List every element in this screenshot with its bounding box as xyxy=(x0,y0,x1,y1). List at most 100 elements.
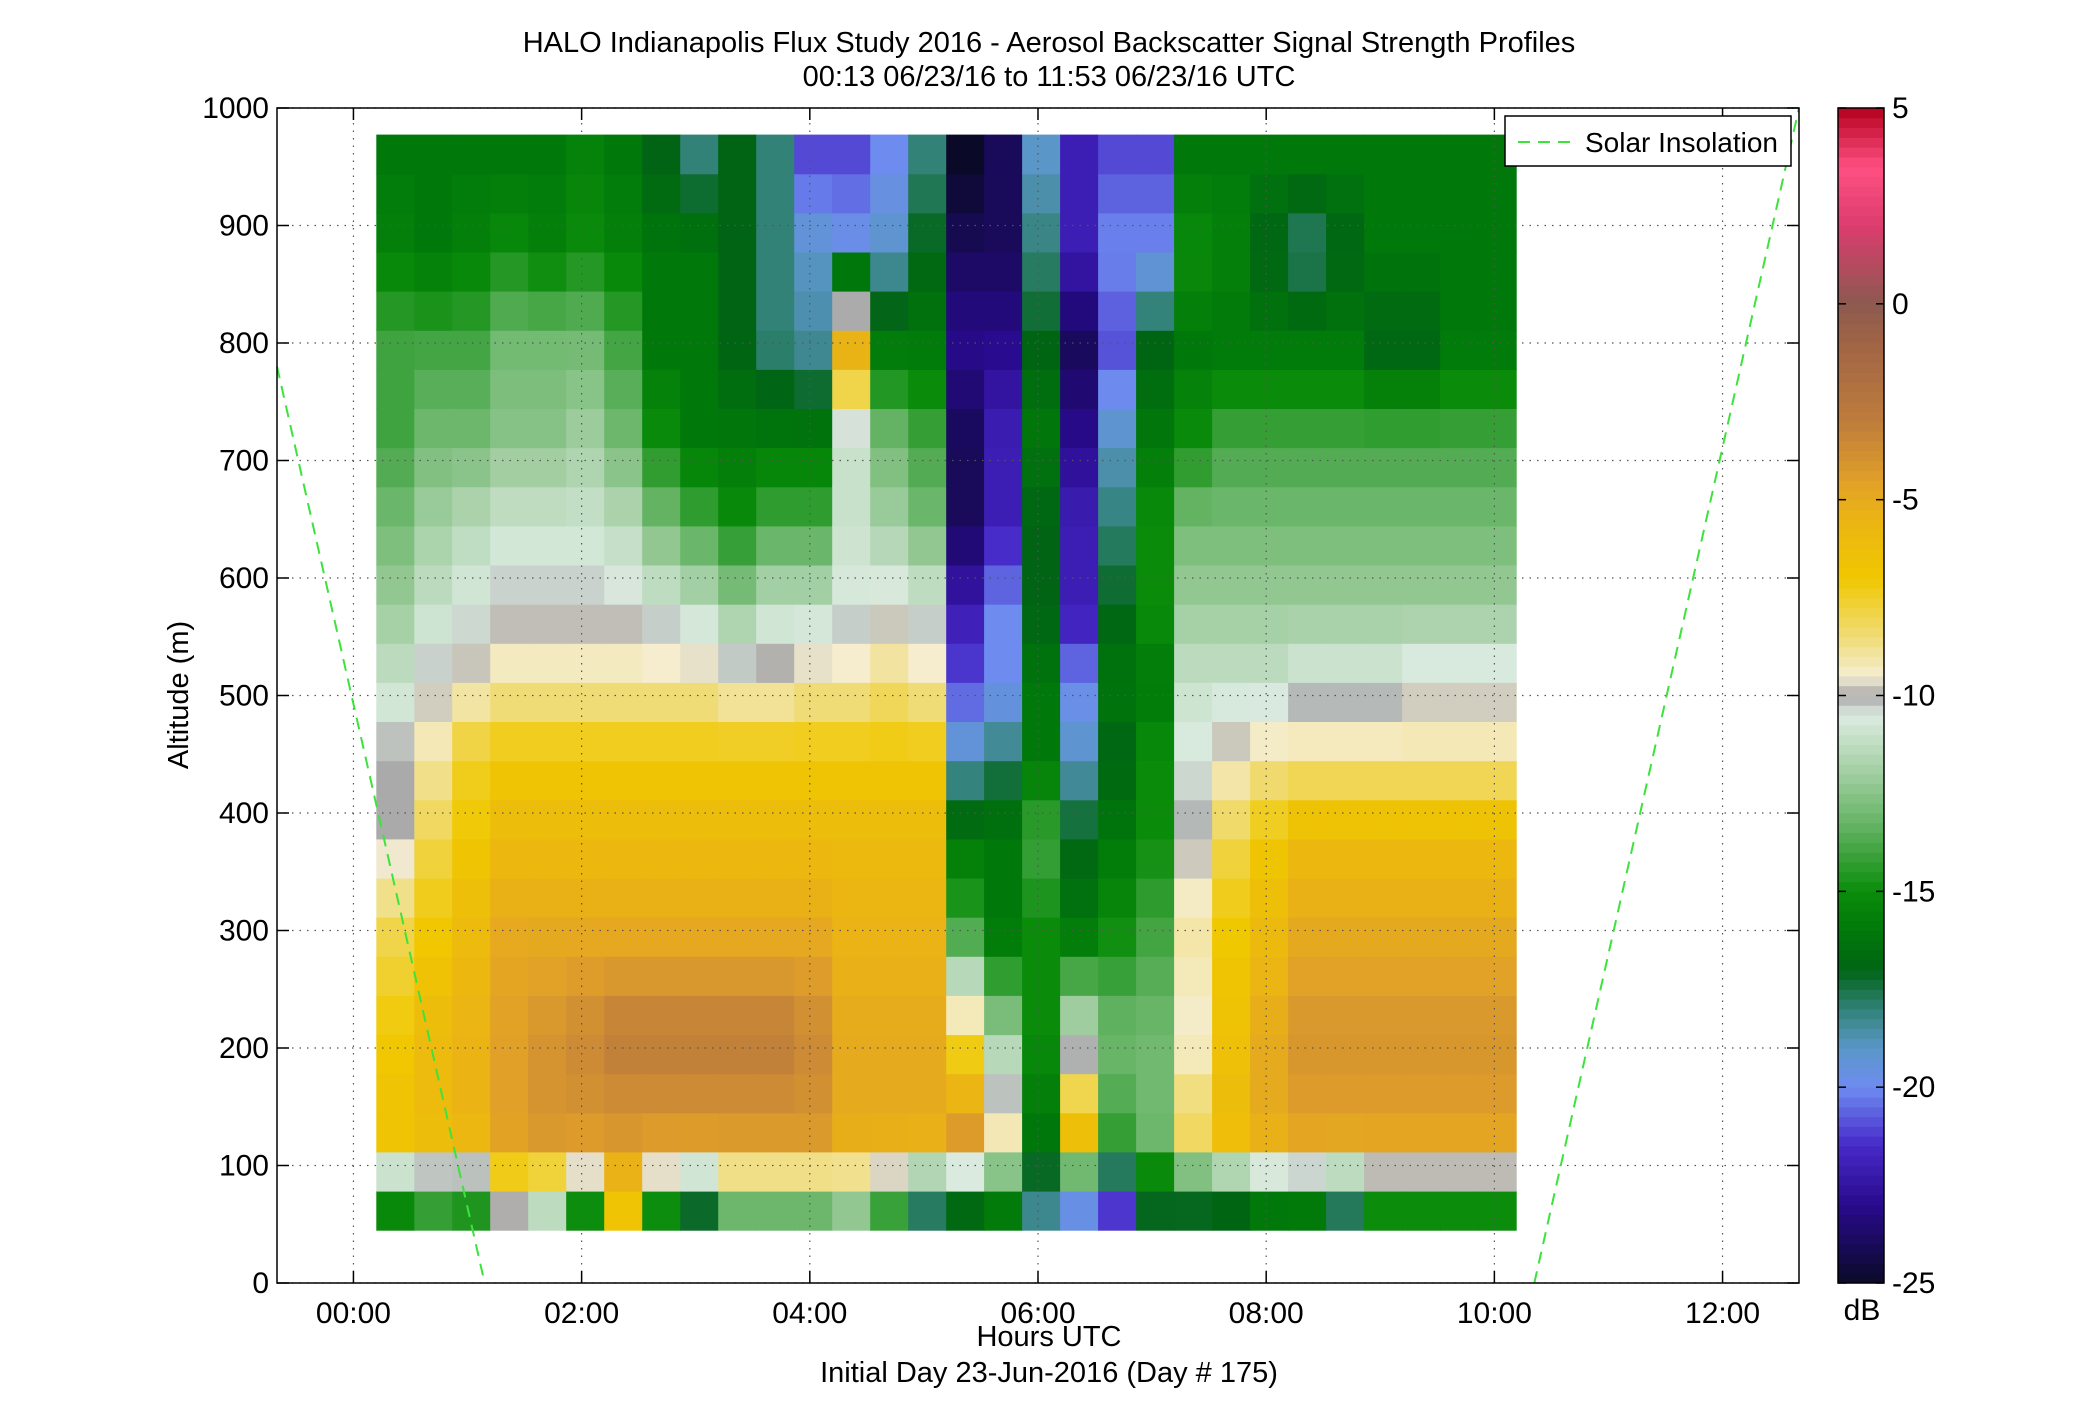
y-tick-label: 500 xyxy=(219,680,269,713)
heatmap-cell xyxy=(1402,760,1441,801)
heatmap-cell xyxy=(528,291,567,331)
colorbar-segment xyxy=(1838,715,1884,726)
heatmap-cell xyxy=(604,330,643,370)
heatmap-cell xyxy=(1098,1191,1137,1231)
colorbar-segment xyxy=(1838,871,1884,883)
heatmap-cell xyxy=(1402,721,1441,762)
heatmap-cell xyxy=(1288,682,1327,722)
heatmap-cell xyxy=(566,760,605,801)
colorbar-segment xyxy=(1838,1077,1884,1088)
colorbar-segment xyxy=(1838,1145,1884,1157)
heatmap-cell xyxy=(1212,1112,1251,1153)
colorbar-segment xyxy=(1838,205,1884,217)
heatmap-cell xyxy=(756,682,795,722)
heatmap-cell xyxy=(680,878,719,918)
heatmap-cell xyxy=(718,525,757,566)
heatmap-cell xyxy=(414,565,453,605)
x-tick-label: 10:00 xyxy=(1457,1297,1532,1330)
heatmap-cell xyxy=(984,878,1023,918)
heatmap-cell xyxy=(946,525,985,566)
heatmap-cell xyxy=(1326,447,1365,488)
heatmap-cell xyxy=(1022,956,1061,996)
colorbar-tick-label: -25 xyxy=(1892,1267,1935,1300)
heatmap-cell xyxy=(1250,1191,1289,1231)
colorbar-segment xyxy=(1838,1087,1884,1098)
heatmap-cell xyxy=(528,956,567,996)
colorbar-segment xyxy=(1838,695,1884,706)
heatmap-cell xyxy=(1212,682,1251,722)
heatmap-cell xyxy=(946,721,985,762)
heatmap-cell xyxy=(1326,251,1365,292)
heatmap-cell xyxy=(680,486,719,527)
heatmap-cell xyxy=(414,917,453,957)
heatmap-cell xyxy=(1440,878,1479,918)
heatmap-cell xyxy=(414,369,453,409)
heatmap-cell xyxy=(946,565,985,605)
heatmap-cell xyxy=(376,604,415,644)
heatmap-cell xyxy=(1478,291,1517,331)
colorbar-segment xyxy=(1838,499,1884,510)
heatmap-cell xyxy=(680,1112,719,1153)
heatmap-cell xyxy=(490,251,529,292)
heatmap-cell xyxy=(1326,1191,1365,1231)
heatmap-cell xyxy=(680,565,719,605)
heatmap-cell xyxy=(1288,604,1327,644)
heatmap-cell xyxy=(1402,134,1441,175)
heatmap-cell xyxy=(452,1073,491,1114)
heatmap-cell xyxy=(1212,956,1251,996)
heatmap-cell xyxy=(870,251,909,292)
heatmap-cell xyxy=(604,760,643,801)
heatmap-cell xyxy=(1022,447,1061,488)
heatmap-cell xyxy=(984,1034,1023,1075)
heatmap-cell xyxy=(1364,291,1403,331)
heatmap-cell xyxy=(1250,251,1289,292)
heatmap-cell xyxy=(376,995,415,1036)
heatmap-cell xyxy=(1136,995,1175,1036)
heatmap-cell xyxy=(452,1034,491,1075)
heatmap-cell xyxy=(1136,838,1175,879)
heatmap-cell xyxy=(1098,291,1137,331)
heatmap-cell xyxy=(1098,173,1137,214)
colorbar-segment xyxy=(1838,480,1884,491)
heatmap-cell xyxy=(1098,682,1137,722)
colorbar-segment xyxy=(1838,235,1884,246)
heatmap-cell xyxy=(1440,408,1479,449)
heatmap-cell xyxy=(642,251,681,292)
colorbar-segment xyxy=(1838,744,1884,755)
heatmap-cell xyxy=(1174,1191,1213,1231)
heatmap-cell xyxy=(718,799,757,840)
heatmap-cell xyxy=(528,525,567,566)
heatmap-cell xyxy=(1402,1112,1441,1153)
colorbar-segment xyxy=(1838,862,1884,873)
colorbar-segment xyxy=(1838,1165,1884,1176)
heatmap-cell xyxy=(528,330,567,370)
heatmap-cell xyxy=(718,251,757,292)
heatmap-cell xyxy=(984,291,1023,331)
heatmap-cell xyxy=(642,291,681,331)
heatmap-cell xyxy=(756,1151,795,1192)
legend-label-solar-insolation: Solar Insolation xyxy=(1585,127,1778,158)
colorbar-segment xyxy=(1838,587,1884,599)
heatmap-cell xyxy=(1478,760,1517,801)
heatmap-cell xyxy=(794,486,833,527)
heatmap-cell xyxy=(1402,408,1441,449)
heatmap-cell xyxy=(1022,134,1061,175)
heatmap-cell xyxy=(414,721,453,762)
colorbar-segment xyxy=(1838,225,1884,236)
colorbar-segment xyxy=(1838,303,1884,315)
heatmap-cell xyxy=(1136,917,1175,957)
heatmap-cell xyxy=(870,408,909,449)
heatmap-cell xyxy=(1136,212,1175,253)
heatmap-cell xyxy=(376,291,415,331)
heatmap-cell xyxy=(566,1034,605,1075)
heatmap-cell xyxy=(984,1191,1023,1231)
solar-insolation-line xyxy=(1533,107,1800,1284)
heatmap-cell xyxy=(1402,917,1441,957)
heatmap-cell xyxy=(1022,1151,1061,1192)
heatmap-cell xyxy=(642,643,681,683)
colorbar-segment xyxy=(1838,157,1884,168)
heatmap-cell xyxy=(1478,878,1517,918)
heatmap-cell xyxy=(1478,721,1517,762)
heatmap-cell xyxy=(528,917,567,957)
